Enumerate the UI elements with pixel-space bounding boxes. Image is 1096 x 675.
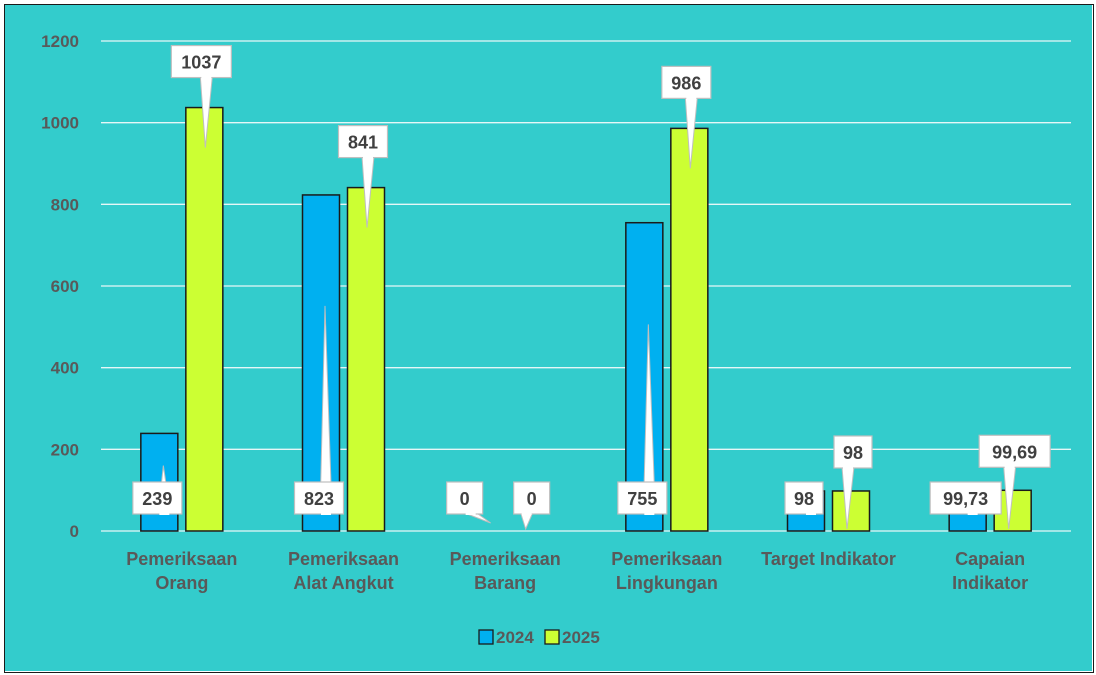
callout-seam (644, 512, 655, 515)
category-label: Pemeriksaan (288, 549, 399, 569)
data-label-callout: 98 (833, 435, 873, 530)
chart-background (5, 5, 1092, 671)
callout-seam (843, 465, 853, 469)
data-label-callout: 1037 (170, 44, 232, 148)
legend-label-2025: 2025 (562, 628, 600, 647)
data-label-callout: 0 (446, 481, 491, 524)
data-label: 99,69 (992, 442, 1037, 462)
category-label: Pemeriksaan (126, 549, 237, 569)
data-label: 986 (671, 73, 701, 93)
callout-seam (521, 512, 532, 515)
gridlines (101, 40, 1071, 532)
callout-box (170, 44, 232, 79)
category-label: Pemeriksaan (450, 549, 561, 569)
data-label-callout: 841 (337, 124, 389, 228)
category-label: Pemeriksaan (611, 549, 722, 569)
bar-2025-1 (346, 186, 386, 532)
data-label-callout: 986 (661, 65, 712, 169)
callout-seam (967, 512, 978, 515)
y-axis-tick-labels: 0 200 400 600 800 1000 1200 (41, 32, 79, 541)
y-tick-label: 400 (51, 359, 79, 378)
category-label: Indikator (952, 573, 1028, 593)
category-labels: Pemeriksaan Orang Pemeriksaan Alat Angkut Pe… (126, 549, 1028, 593)
category-label: Orang (155, 573, 208, 593)
callout-seam (321, 512, 331, 515)
data-label-callout: 0 (513, 481, 551, 531)
data-label: 823 (304, 489, 334, 509)
category-label: Target Indikator (761, 549, 896, 569)
callout-seam (363, 155, 373, 159)
callout-box (617, 481, 668, 515)
bars (140, 106, 1032, 532)
callout-box (978, 434, 1051, 468)
callout-box (446, 481, 484, 515)
callout-box (293, 481, 345, 515)
bar-2025-0 (185, 106, 224, 532)
data-label: 841 (348, 133, 378, 153)
y-tick-label: 1000 (41, 114, 79, 133)
data-label-callout: 755 (617, 324, 668, 515)
legend-swatch-2024 (478, 629, 494, 645)
y-tick-label: 800 (51, 195, 79, 214)
data-label-callout: 99,73 (929, 481, 1002, 515)
category-label: Alat Angkut (293, 573, 393, 593)
callout-seam (806, 512, 816, 515)
category-label: Lingkungan (616, 573, 718, 593)
data-label: 98 (794, 489, 814, 509)
y-tick-label: 200 (51, 440, 79, 459)
legend: 2024 2025 (478, 628, 600, 647)
data-label: 99,73 (943, 489, 988, 509)
data-labels: 239 1037 823 841 0 0 755 986 98 98 99,73 99,69 (132, 44, 1051, 531)
data-label: 1037 (181, 53, 221, 73)
legend-swatch-2025 (544, 629, 560, 645)
bar-2025-3 (670, 127, 709, 532)
y-tick-label: 1200 (41, 32, 79, 51)
callout-seam (1004, 465, 1015, 469)
y-tick-label: 0 (70, 522, 79, 541)
callout-seam (201, 75, 212, 79)
callout-box (784, 481, 824, 515)
data-label-callout: 239 (132, 465, 183, 515)
data-label: 0 (460, 489, 470, 509)
category-label: Capaian (955, 549, 1025, 569)
callout-box (513, 481, 551, 515)
bar-2024-1 (301, 194, 341, 532)
category-label: Barang (474, 573, 536, 593)
callout-seam (159, 512, 170, 515)
data-label: 98 (843, 443, 863, 463)
callout-seam (465, 512, 476, 515)
bar-chart: 0 200 400 600 800 1000 1200 239 1037 823 841 0 0 755… (5, 5, 1092, 671)
data-label-callout: 98 (784, 481, 824, 515)
data-label-callout: 99,69 (978, 434, 1051, 530)
data-label-callout: 823 (293, 305, 345, 515)
data-label: 0 (527, 489, 537, 509)
callout-box (929, 481, 1002, 515)
callout-seam (686, 96, 697, 100)
y-tick-label: 600 (51, 277, 79, 296)
data-label: 755 (627, 489, 657, 509)
chart-frame: 0 200 400 600 800 1000 1200 239 1037 823 841 0 0 755… (4, 4, 1094, 673)
callout-box (132, 481, 183, 515)
legend-label-2024: 2024 (496, 628, 534, 647)
data-label: 239 (142, 489, 172, 509)
